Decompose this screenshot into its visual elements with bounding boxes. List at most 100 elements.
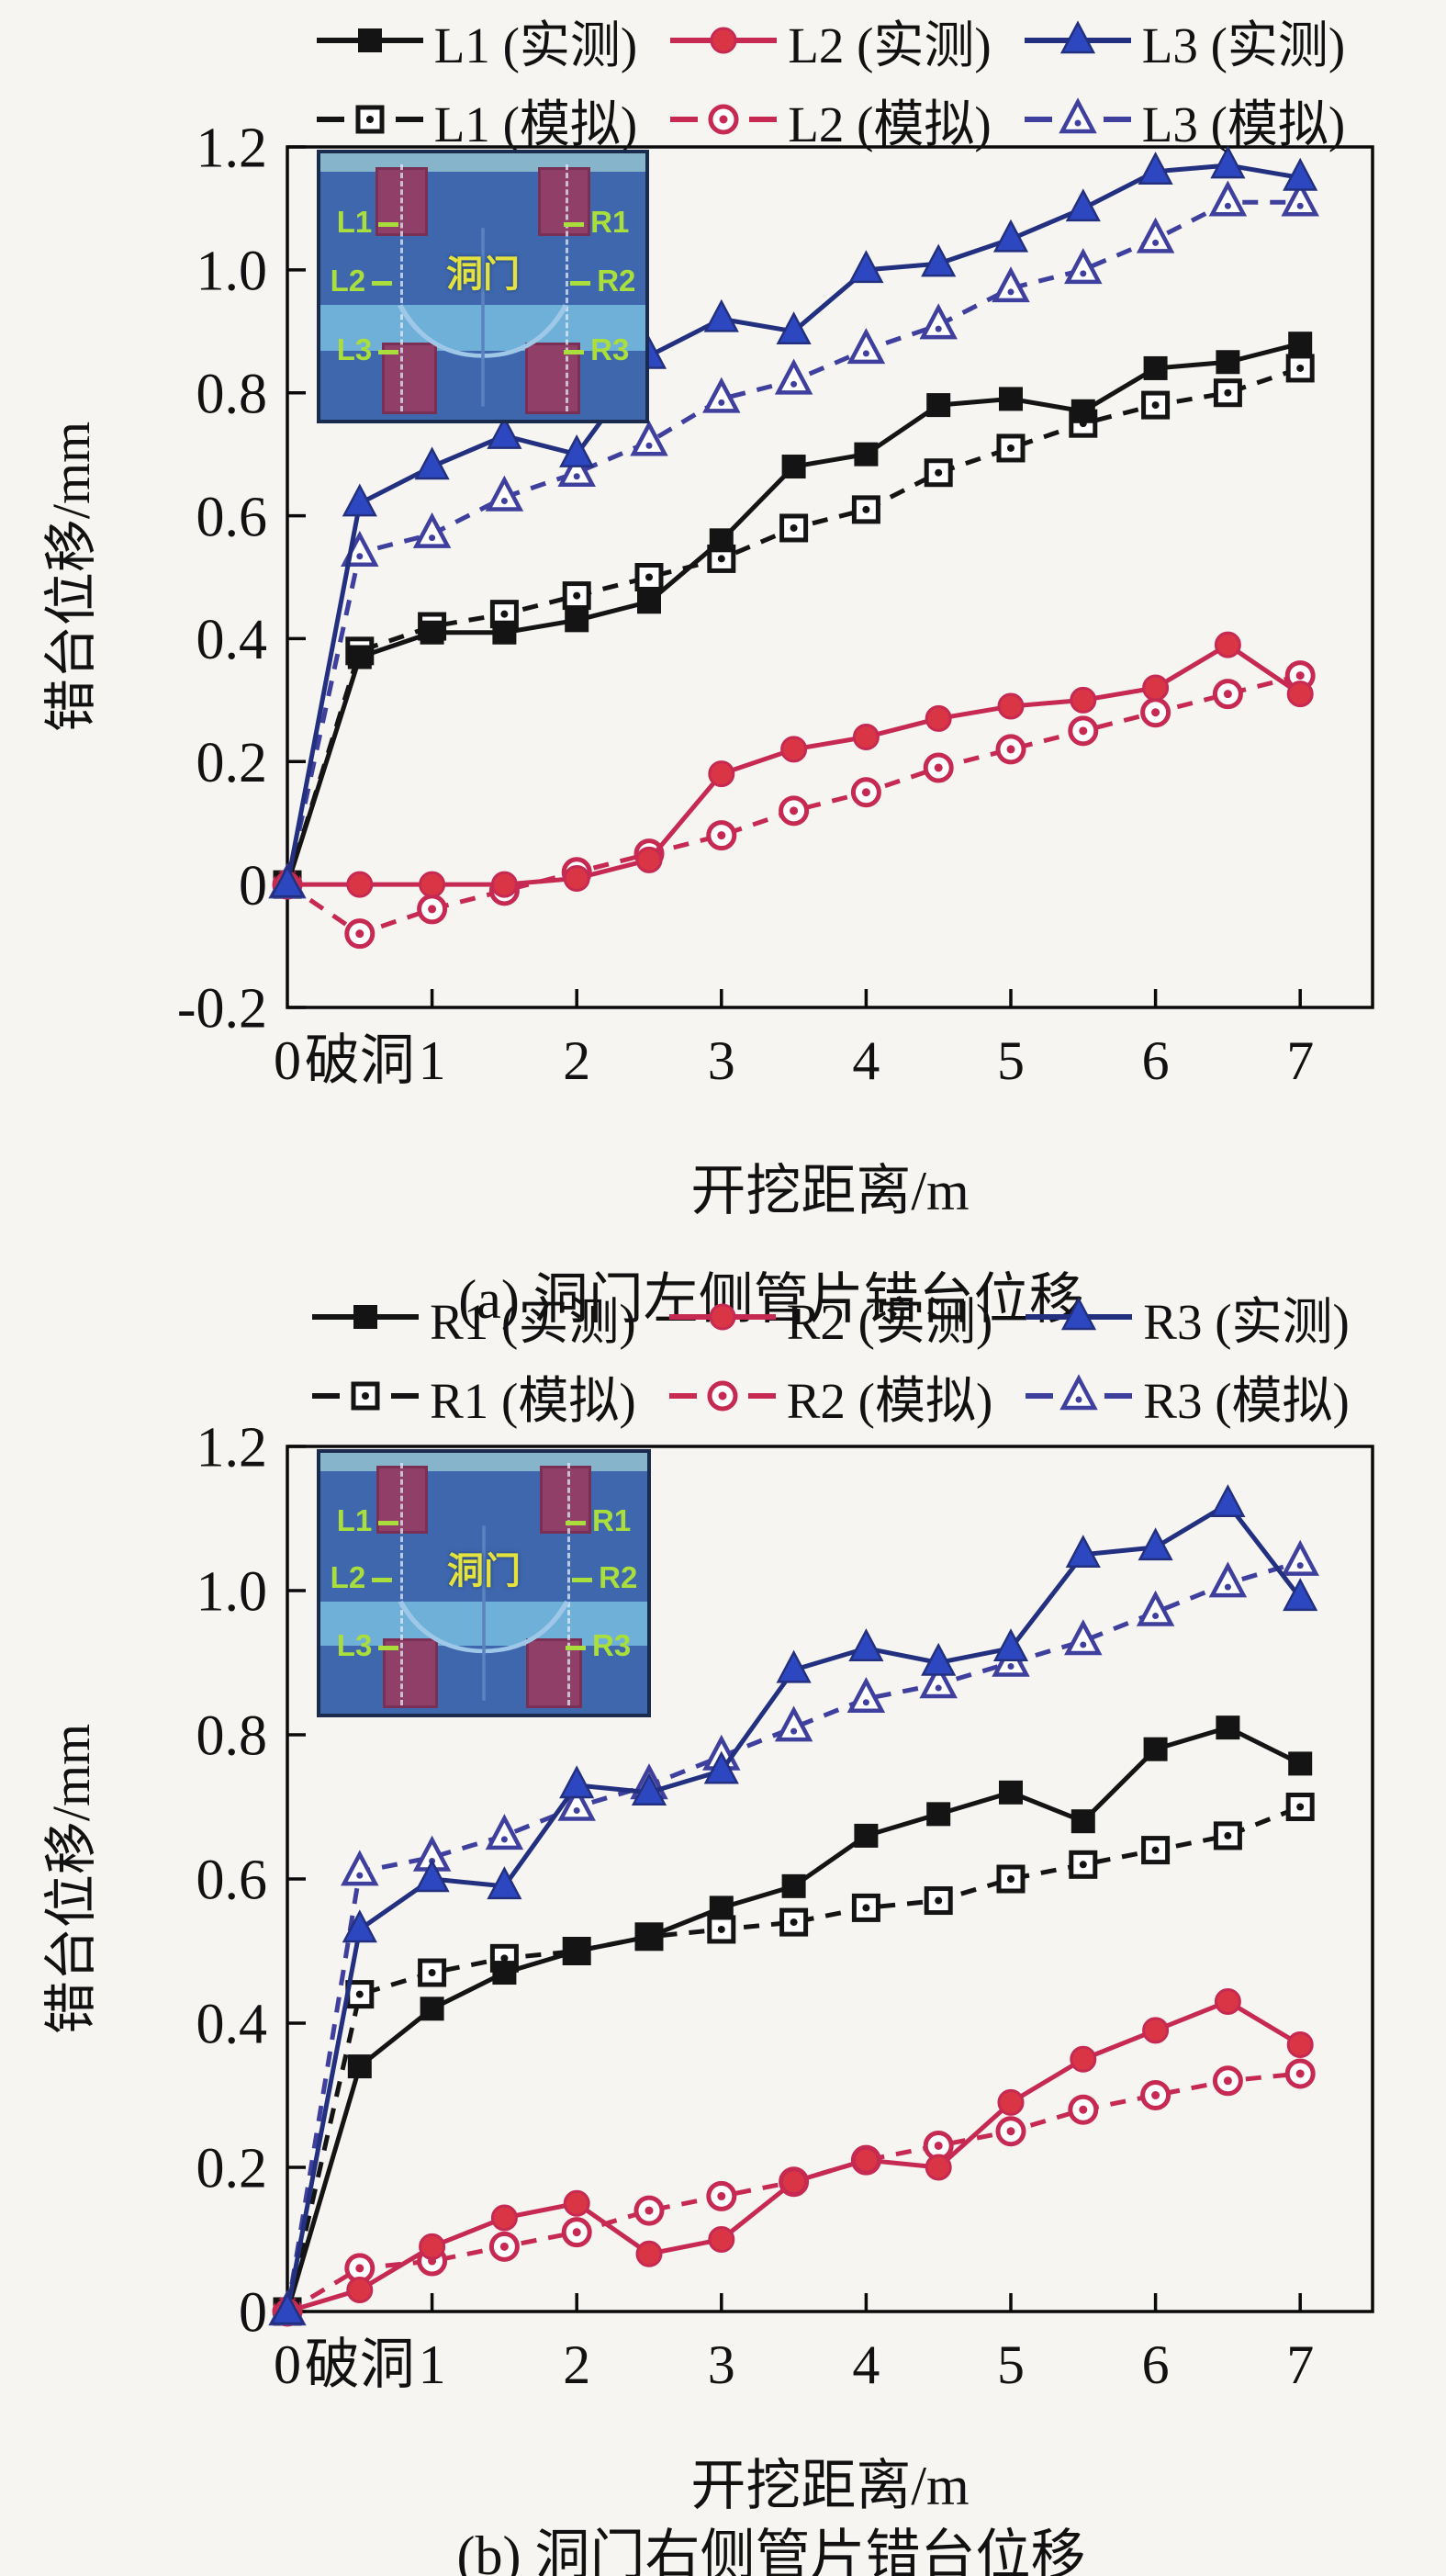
inset-label-r3: R3 (564, 334, 629, 365)
plot-area-b: 00.20.40.60.81.01.20 破洞 1 2 3 4 5 6 7 (196, 1417, 1374, 2395)
series-L2-measured (274, 631, 1314, 898)
legend-label: L3 (模拟) (1141, 96, 1346, 152)
inset-label-r1: R1 (564, 207, 629, 237)
legend-entry: R2 (实测) (667, 1280, 992, 1354)
legend-row: R1 (模拟) R2 (模拟) R3 (模拟) (310, 1359, 1350, 1433)
legend-entry: L1 (模拟) (315, 83, 637, 156)
inset-label-r2: R2 (570, 265, 635, 296)
legend-figure-a: L1 (实测) L2 (实测) L3 (实测) L1 (模拟) L2 (模拟) (287, 4, 1373, 156)
svg-text:0.2: 0.2 (196, 2138, 268, 2200)
svg-text:0: 0 (239, 855, 267, 917)
inset-label-l3: L3 (337, 334, 399, 365)
svg-text:0.4: 0.4 (196, 1994, 268, 2056)
series-R3-measured (269, 1484, 1318, 2325)
svg-text:破洞: 破洞 (305, 2334, 415, 2395)
series-L1-measured (275, 332, 1313, 897)
legend-entry: L2 (模拟) (668, 83, 992, 156)
legend-label: R1 (实测) (430, 1294, 636, 1350)
legend-sample-icon (668, 1380, 776, 1412)
legend-entry: R1 (实测) (310, 1280, 636, 1354)
legend-sample-icon (316, 28, 423, 52)
plot-area-a: -0.200.20.40.60.81.01.20 破洞 1 2 3 4 5 6 7 (177, 118, 1374, 1091)
svg-text:0.8: 0.8 (196, 1705, 268, 1768)
svg-text:4: 4 (852, 1030, 880, 1091)
inset-center-label: 洞门 (446, 253, 520, 295)
series-L2-simulated (272, 660, 1316, 950)
series-L1-simulated (273, 354, 1315, 899)
svg-text:2: 2 (563, 2334, 590, 2395)
series-L3-measured (269, 145, 1318, 898)
svg-text:1.0: 1.0 (196, 1561, 268, 1624)
x-axis-title-b: 开挖距离/m (690, 2456, 970, 2516)
svg-text:0: 0 (274, 2334, 301, 2395)
svg-text:0.6: 0.6 (196, 486, 268, 548)
legend-label: R3 (模拟) (1143, 1373, 1350, 1429)
legend-sample-icon (1024, 20, 1131, 54)
svg-text:4: 4 (852, 2334, 880, 2395)
inset-seam-line (400, 1463, 404, 1706)
legend-sample-icon (1026, 1297, 1133, 1331)
svg-text:破洞: 破洞 (305, 1030, 415, 1091)
legend-label: R3 (实测) (1143, 1294, 1350, 1350)
inset-seam-line (566, 163, 569, 412)
legend-label: L3 (实测) (1141, 17, 1346, 73)
inset-label-l2: L2 (331, 1562, 393, 1592)
legend-label: L1 (实测) (433, 17, 638, 73)
y-axis-title-b: 错台位移/mm (41, 1723, 101, 2035)
svg-text:0.4: 0.4 (196, 609, 268, 671)
series-R1-measured (275, 1715, 1313, 2323)
svg-text:3: 3 (708, 2334, 735, 2395)
series-R3-simulated (268, 1539, 1319, 2326)
legend-entry: R3 (模拟) (1024, 1359, 1350, 1433)
legend-entry: L1 (实测) (315, 4, 637, 77)
svg-text:0.8: 0.8 (196, 363, 268, 425)
legend-entry: R3 (实测) (1024, 1280, 1350, 1354)
svg-text:3: 3 (708, 1030, 735, 1091)
legend-entry: R1 (模拟) (310, 1359, 636, 1433)
legend-sample-icon (668, 1303, 776, 1331)
svg-text:0: 0 (274, 1030, 301, 1091)
legend-sample-icon (316, 105, 423, 134)
legend-row: L1 (模拟) L2 (模拟) L3 (模拟) (315, 83, 1345, 156)
inset-tunnel-portal-a: L1 L2 L3 R1 R2 R3 洞门 (317, 150, 649, 423)
legend-label: R1 (模拟) (430, 1373, 636, 1429)
inset-label-l2: L2 (331, 265, 393, 296)
inset-label-l1: L1 (337, 1505, 399, 1535)
inset-seam-line (399, 163, 403, 412)
legend-sample-icon (1024, 97, 1131, 134)
svg-text:5: 5 (997, 2334, 1025, 2395)
svg-text:7: 7 (1286, 2334, 1314, 2395)
legend-entry: L3 (模拟) (1023, 83, 1345, 156)
legend-figure-b: R1 (实测) R2 (实测) R3 (实测) R1 (模拟) R2 (模拟) (287, 1280, 1373, 1433)
svg-text:6: 6 (1142, 1030, 1170, 1091)
svg-text:0: 0 (239, 2282, 267, 2345)
legend-label: L2 (实测) (788, 17, 992, 73)
svg-text:1.2: 1.2 (196, 1417, 268, 1479)
svg-text:0.6: 0.6 (196, 1850, 268, 1912)
svg-text:6: 6 (1142, 2334, 1170, 2395)
x-axis-title-a: 开挖距离/m (690, 1161, 970, 1221)
inset-label-r1: R1 (566, 1505, 631, 1535)
legend-entry: R2 (模拟) (667, 1359, 993, 1433)
svg-text:7: 7 (1286, 1030, 1314, 1091)
inset-label-l3: L3 (337, 1630, 399, 1660)
legend-label: L2 (模拟) (788, 96, 992, 152)
caption-b: (b) 洞门右侧管片错台位移 (456, 2525, 1086, 2576)
svg-text:1: 1 (419, 1030, 446, 1091)
legend-label: R2 (模拟) (786, 1373, 993, 1429)
inset-label-l1: L1 (337, 207, 399, 237)
legend-sample-icon (312, 1381, 420, 1411)
inset-tunnel-curve (398, 228, 568, 407)
svg-text:2: 2 (563, 1030, 590, 1091)
inset-center-label: 洞门 (447, 1550, 521, 1592)
legend-sample-icon (670, 104, 778, 135)
legend-entry: L3 (实测) (1023, 4, 1345, 77)
legend-row: R1 (实测) R2 (实测) R3 (实测) (310, 1280, 1350, 1354)
legend-sample-icon (312, 1305, 420, 1329)
series-L3-simulated (268, 180, 1319, 899)
legend-label: L1 (模拟) (433, 96, 638, 152)
inset-seam-line (566, 1463, 570, 1706)
svg-text:5: 5 (997, 1030, 1025, 1091)
inset-label-r2: R2 (572, 1562, 637, 1592)
